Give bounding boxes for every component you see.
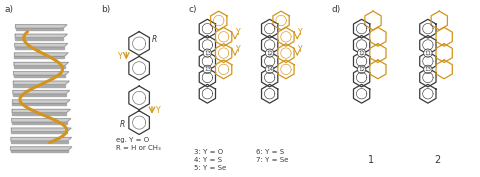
Text: c): c) <box>189 5 197 14</box>
Text: Y: Y <box>298 28 303 37</box>
Polygon shape <box>278 27 294 46</box>
Polygon shape <box>12 103 66 105</box>
Text: R: R <box>152 35 157 44</box>
Text: d): d) <box>332 5 341 14</box>
Polygon shape <box>12 132 67 133</box>
Polygon shape <box>15 47 64 49</box>
Polygon shape <box>370 44 386 62</box>
Polygon shape <box>12 109 71 113</box>
Polygon shape <box>11 141 68 143</box>
Polygon shape <box>370 27 386 46</box>
Polygon shape <box>129 56 149 80</box>
Text: b): b) <box>102 5 111 14</box>
Polygon shape <box>273 11 289 30</box>
Polygon shape <box>262 68 278 87</box>
Polygon shape <box>13 90 70 94</box>
Text: Y: Y <box>156 106 160 115</box>
Text: 2: 2 <box>434 155 441 165</box>
Polygon shape <box>211 11 227 30</box>
Text: Y: Y <box>118 52 123 61</box>
Polygon shape <box>216 27 232 46</box>
Polygon shape <box>13 72 69 75</box>
Polygon shape <box>420 36 436 54</box>
Polygon shape <box>13 94 66 96</box>
Polygon shape <box>262 36 278 54</box>
Polygon shape <box>353 36 370 54</box>
Polygon shape <box>199 36 216 54</box>
Polygon shape <box>353 19 370 38</box>
Polygon shape <box>15 25 67 28</box>
Polygon shape <box>420 52 436 71</box>
Polygon shape <box>262 52 278 71</box>
Text: eg. Y = O
R = H or CH₃: eg. Y = O R = H or CH₃ <box>116 138 161 152</box>
Polygon shape <box>12 100 70 103</box>
Polygon shape <box>436 27 452 46</box>
Text: 13: 13 <box>204 51 211 56</box>
Polygon shape <box>420 19 436 38</box>
Polygon shape <box>199 84 216 103</box>
Polygon shape <box>199 52 216 71</box>
Polygon shape <box>15 34 67 38</box>
Polygon shape <box>262 84 278 103</box>
Polygon shape <box>14 56 64 58</box>
Text: 1: 1 <box>369 155 374 165</box>
Text: Y: Y <box>298 45 303 54</box>
Polygon shape <box>370 60 386 79</box>
Polygon shape <box>15 44 68 47</box>
Text: 6: Y = S
7: Y = Se: 6: Y = S 7: Y = Se <box>256 149 288 163</box>
Polygon shape <box>11 138 72 141</box>
Polygon shape <box>216 44 232 62</box>
Text: 12: 12 <box>358 51 365 56</box>
Polygon shape <box>436 60 452 79</box>
Polygon shape <box>353 84 370 103</box>
Text: 3: Y = O
4: Y = S
5: Y = Se: 3: Y = O 4: Y = S 5: Y = Se <box>193 149 226 171</box>
Polygon shape <box>13 81 69 85</box>
Polygon shape <box>12 113 66 115</box>
Polygon shape <box>278 60 294 79</box>
Polygon shape <box>199 19 216 38</box>
Polygon shape <box>12 119 71 122</box>
Polygon shape <box>353 52 370 71</box>
Text: Y: Y <box>236 28 240 37</box>
Polygon shape <box>14 53 68 56</box>
Polygon shape <box>420 68 436 87</box>
Polygon shape <box>431 11 447 30</box>
Polygon shape <box>262 19 278 38</box>
Polygon shape <box>278 44 294 62</box>
Polygon shape <box>129 86 149 110</box>
Text: Y: Y <box>236 45 240 54</box>
Polygon shape <box>12 128 71 132</box>
Polygon shape <box>13 85 65 87</box>
Polygon shape <box>216 60 232 79</box>
Polygon shape <box>11 150 68 152</box>
Text: 12: 12 <box>266 51 273 56</box>
Text: 13: 13 <box>424 67 432 72</box>
Text: 11: 11 <box>424 51 432 56</box>
Polygon shape <box>15 38 63 39</box>
Text: 14: 14 <box>266 67 273 72</box>
Polygon shape <box>14 66 64 68</box>
Polygon shape <box>14 62 69 66</box>
Polygon shape <box>15 28 63 30</box>
Polygon shape <box>12 122 67 124</box>
Polygon shape <box>365 11 381 30</box>
Polygon shape <box>436 44 452 62</box>
Polygon shape <box>129 32 149 55</box>
Polygon shape <box>129 111 149 135</box>
Polygon shape <box>11 147 72 150</box>
Polygon shape <box>420 84 436 103</box>
Text: R: R <box>120 120 125 129</box>
Text: a): a) <box>5 5 13 14</box>
Polygon shape <box>199 68 216 87</box>
Polygon shape <box>13 75 65 77</box>
Text: 12: 12 <box>358 67 365 72</box>
Polygon shape <box>353 68 370 87</box>
Text: 13: 13 <box>204 67 211 72</box>
